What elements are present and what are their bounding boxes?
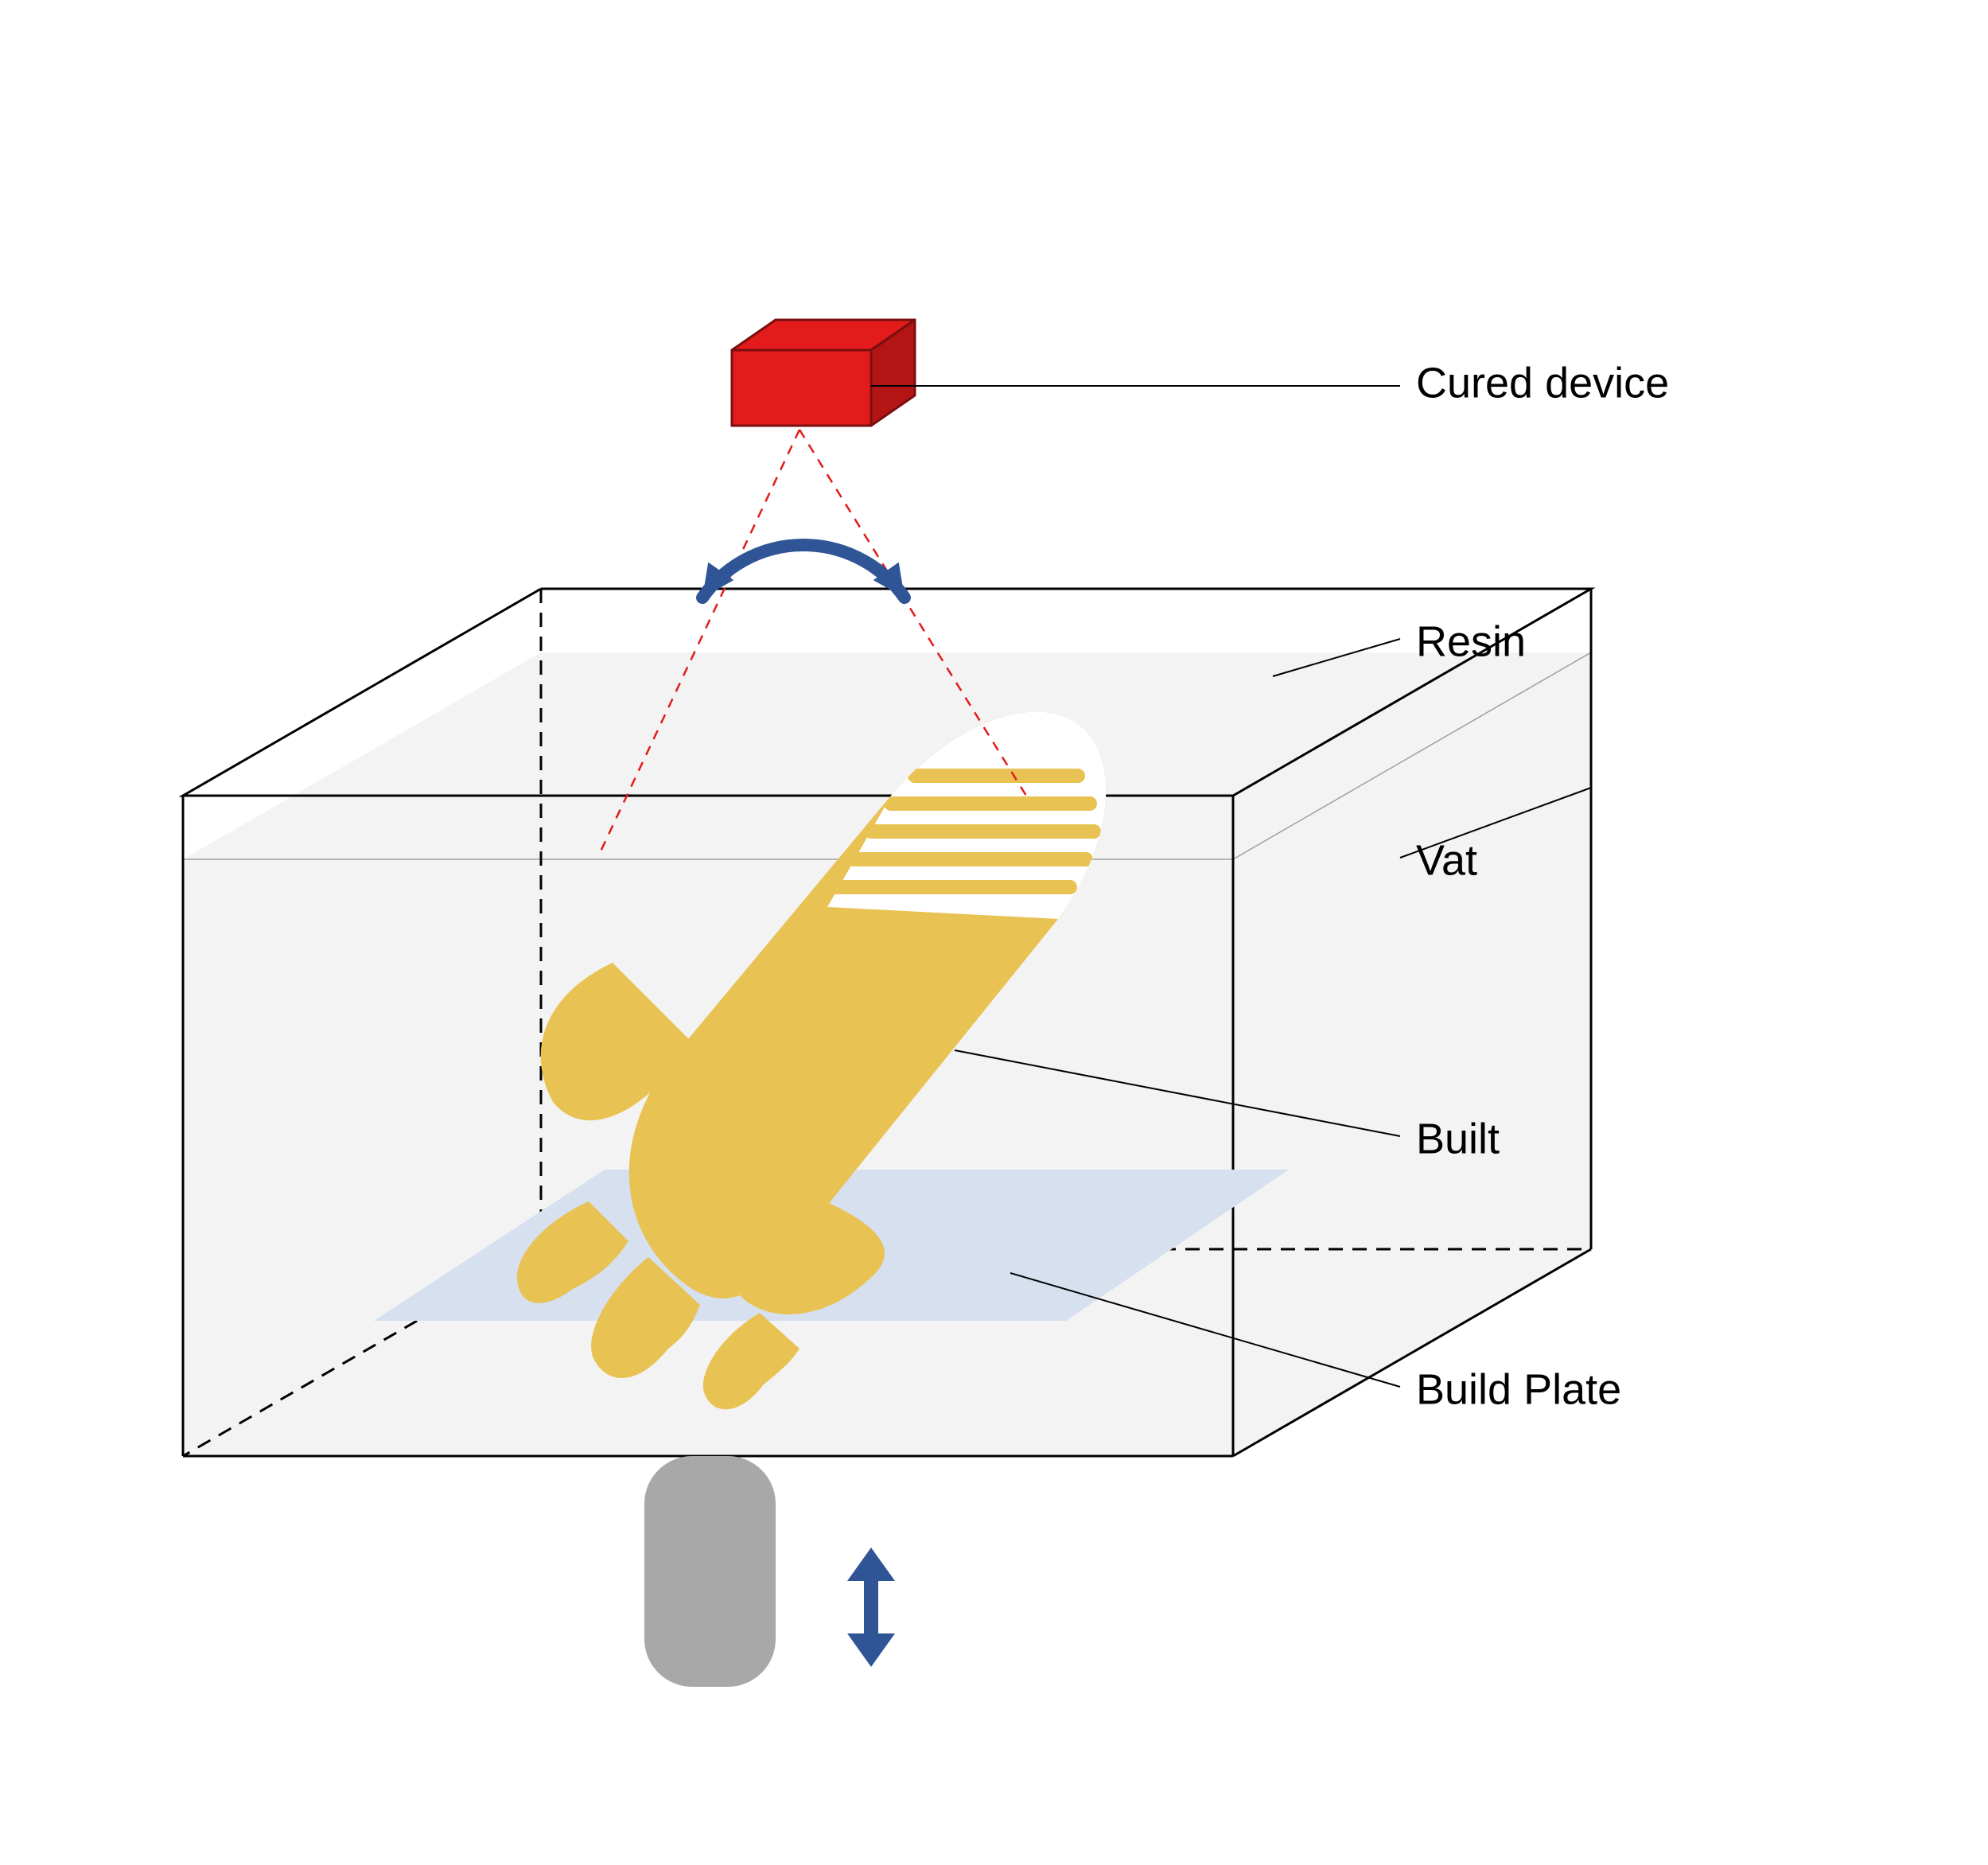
label-vat: Vat xyxy=(1416,836,1477,884)
cured-device-front xyxy=(732,350,871,426)
piston xyxy=(644,1456,776,1687)
vertical-double-arrow xyxy=(847,1548,895,1667)
label-cured_device: Cured device xyxy=(1416,359,1669,407)
label-resin: Resin xyxy=(1416,617,1526,665)
label-built: Built xyxy=(1416,1115,1500,1162)
label-build_plate: Build Plate xyxy=(1416,1365,1621,1413)
